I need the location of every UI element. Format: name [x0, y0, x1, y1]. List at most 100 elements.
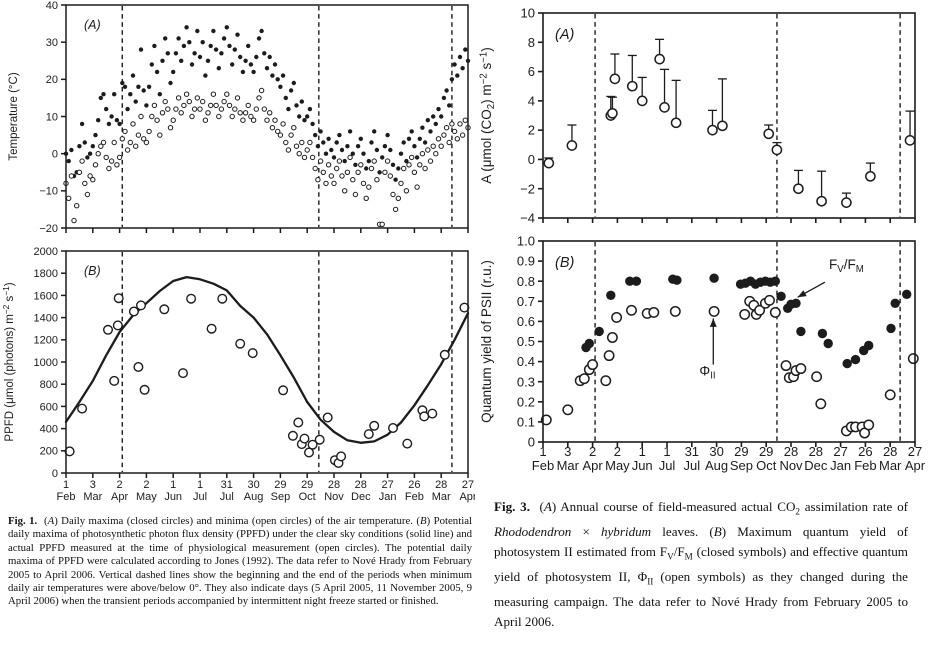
open-circle-marker [358, 162, 364, 168]
open-circle-marker [884, 389, 896, 401]
closed-circle-marker [66, 158, 71, 164]
closed-circle-marker [138, 47, 144, 52]
x-tick-label-month: Jun [632, 458, 653, 473]
open-circle-marker [133, 362, 144, 373]
open-circle-marker [301, 154, 308, 161]
closed-circle-marker [414, 155, 420, 160]
caption-text-run: ) Daily maxima (closed circles) and mini… [54, 515, 420, 527]
x-tick-label-day: 2 [589, 444, 596, 459]
y-tick-label: 2000 [34, 246, 58, 258]
open-circle-marker [603, 350, 615, 362]
closed-circle-marker [240, 69, 246, 75]
open-circle-marker [79, 158, 85, 164]
open-circle-marker [435, 136, 442, 142]
closed-circle-marker [396, 166, 401, 171]
open-circle-marker [119, 136, 126, 142]
open-circle-marker [336, 158, 343, 164]
open-circle-marker [87, 173, 93, 179]
closed-circle-marker [133, 99, 138, 104]
x-tick-label-month: Jan [379, 491, 397, 503]
closed-circle-marker [235, 32, 240, 37]
x-tick-label-day: 1 [197, 479, 203, 491]
closed-circle-marker [791, 298, 801, 308]
open-circle-marker [194, 95, 201, 101]
closed-circle-marker [382, 144, 388, 149]
open-circle-marker [763, 128, 775, 140]
closed-circle-marker [444, 88, 449, 93]
open-circle-marker [907, 353, 919, 365]
closed-circle-marker [79, 121, 85, 127]
closed-circle-marker [331, 155, 337, 160]
closed-circle-marker [358, 136, 363, 141]
x-tick-label-day: 28 [784, 444, 798, 459]
open-circle-marker [543, 157, 555, 169]
closed-circle-marker [299, 99, 304, 104]
open-circle-marker [143, 139, 150, 146]
closed-circle-marker [817, 328, 828, 339]
closed-circle-marker [321, 140, 326, 145]
closed-circle-marker [372, 129, 377, 134]
closed-circle-marker [412, 144, 417, 149]
open-circle-marker [441, 132, 447, 138]
closed-circle-marker [374, 147, 380, 153]
y-tick-label: 200 [40, 446, 58, 458]
open-circle-marker [304, 147, 310, 153]
closed-circle-marker [262, 51, 267, 56]
x-tick-label-day: 26 [408, 479, 420, 491]
open-circle-marker [587, 359, 599, 371]
closed-circle-marker [390, 162, 396, 167]
open-circle-marker [248, 113, 254, 120]
open-circle-marker [186, 293, 197, 304]
closed-circle-marker [187, 40, 192, 45]
closed-circle-marker [120, 80, 125, 86]
open-circle-marker [293, 143, 300, 149]
y-tick-label: 1000 [34, 357, 58, 369]
open-circle-marker [299, 433, 310, 444]
closed-circle-marker [259, 28, 264, 34]
closed-circle-marker [291, 80, 296, 86]
open-circle-marker [275, 128, 281, 135]
open-circle-marker [149, 113, 155, 120]
open-circle-marker [307, 139, 313, 146]
open-circle-marker [708, 305, 720, 317]
y-axis-title: A (μmol (CO2) m−2 s−1) [479, 47, 498, 184]
open-circle-marker [670, 117, 682, 129]
phi2-arrow-head [709, 318, 717, 327]
y-tick-label: 0.4 [517, 354, 535, 369]
x-tick-label-month: Nov [779, 458, 803, 473]
x-tick-label-day: 30 [709, 444, 723, 459]
y-tick-label: 10 [521, 6, 535, 21]
closed-circle-marker [173, 51, 179, 56]
caption-text-run: 2 [795, 506, 800, 517]
open-circle-marker [446, 139, 452, 146]
open-circle-marker [320, 169, 326, 176]
closed-circle-marker [114, 118, 120, 123]
closed-circle-marker [157, 92, 162, 97]
y-tick-label: −2 [520, 181, 535, 196]
open-circle-marker [167, 125, 174, 131]
open-circle-marker [151, 102, 158, 109]
closed-circle-marker [770, 276, 780, 286]
x-tick-label-month: Sep [730, 458, 753, 473]
open-circle-marker [392, 206, 399, 213]
caption-text-run: B [713, 524, 722, 540]
closed-circle-marker [238, 54, 243, 60]
closed-circle-marker [625, 276, 635, 286]
closed-circle-marker [436, 106, 441, 112]
closed-circle-marker [77, 144, 82, 149]
closed-circle-marker [366, 158, 371, 164]
open-circle-marker [221, 98, 227, 105]
open-circle-marker [116, 154, 123, 161]
closed-circle-marker [404, 158, 409, 164]
open-circle-marker [285, 147, 292, 153]
open-circle-marker [242, 110, 249, 116]
caption-text-run: leaves. ( [651, 524, 714, 540]
closed-circle-marker [82, 140, 88, 145]
closed-circle-marker [195, 28, 200, 34]
caption-text-run: B [420, 515, 427, 527]
closed-circle-marker [278, 84, 283, 90]
closed-circle-marker [189, 62, 195, 67]
open-circle-marker [771, 144, 783, 156]
panel-label: (A) [555, 27, 574, 43]
